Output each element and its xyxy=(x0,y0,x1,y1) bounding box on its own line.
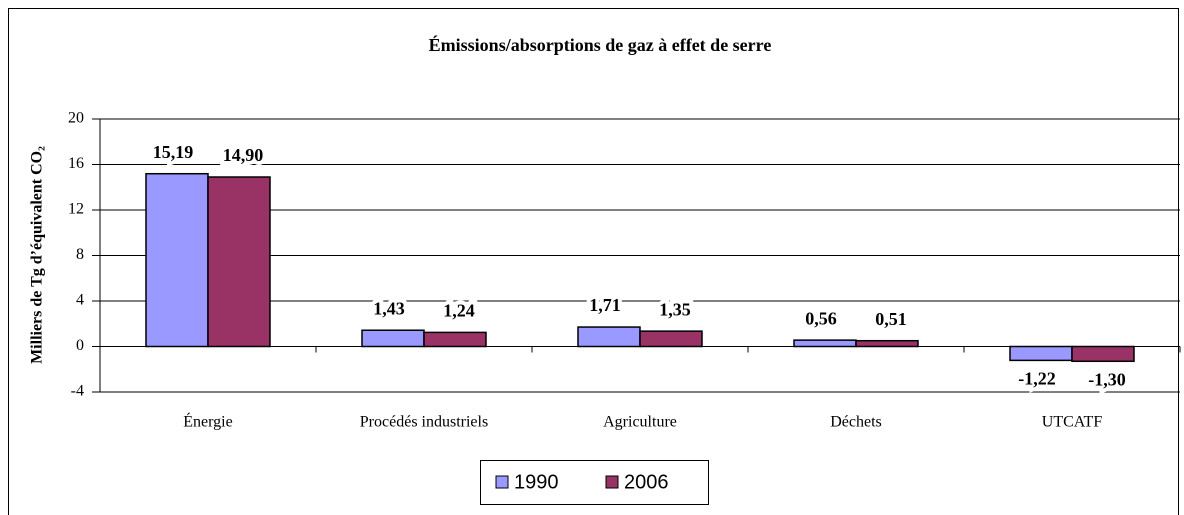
value-label: 0,51 xyxy=(875,309,907,329)
x-tick-label: UTCATF xyxy=(1042,414,1103,431)
y-tick-label: 0 xyxy=(76,337,84,354)
y-tick-label: 4 xyxy=(76,292,84,309)
bar xyxy=(207,176,271,348)
bar xyxy=(423,331,487,348)
value-label: 15,19 xyxy=(153,142,194,162)
y-axis-label: Milliers de Tg d’équivalent CO₂ xyxy=(29,146,46,364)
value-label: 1,71 xyxy=(589,295,621,315)
legend-label: 2006 xyxy=(624,471,669,493)
x-tick-label: Agriculture xyxy=(603,414,677,431)
value-label: -1,30 xyxy=(1088,369,1126,389)
x-tick-label: Procédés industriels xyxy=(360,414,488,431)
legend-swatch xyxy=(605,475,619,489)
legend-label: 1990 xyxy=(514,471,559,493)
value-label: 1,35 xyxy=(659,299,691,319)
bar xyxy=(855,339,919,348)
legend-swatch xyxy=(495,475,509,489)
bar xyxy=(361,329,425,348)
value-label: 1,24 xyxy=(443,301,475,321)
value-label: -1,22 xyxy=(1018,369,1056,389)
x-tick-label: Énergie xyxy=(183,412,232,431)
y-tick-label: 8 xyxy=(76,246,84,263)
y-tick-label: 16 xyxy=(68,155,84,172)
bar xyxy=(1009,345,1073,362)
bar xyxy=(793,339,857,348)
value-label: 1,43 xyxy=(373,298,405,318)
legend-frame xyxy=(480,460,709,505)
bar xyxy=(1071,345,1135,363)
chart-title: Émissions/absorptions de gaz à effet de … xyxy=(429,34,772,55)
bar xyxy=(145,172,209,348)
bar xyxy=(577,326,641,348)
bar xyxy=(639,330,703,348)
value-label: 0,56 xyxy=(805,308,837,328)
y-tick-label: 20 xyxy=(68,110,84,127)
y-tick-label: 12 xyxy=(68,201,84,218)
y-tick-label: -4 xyxy=(71,383,84,400)
x-tick-label: Déchets xyxy=(830,414,882,431)
legend: 1990 2006 xyxy=(480,460,709,505)
value-label: 14,90 xyxy=(223,145,264,165)
